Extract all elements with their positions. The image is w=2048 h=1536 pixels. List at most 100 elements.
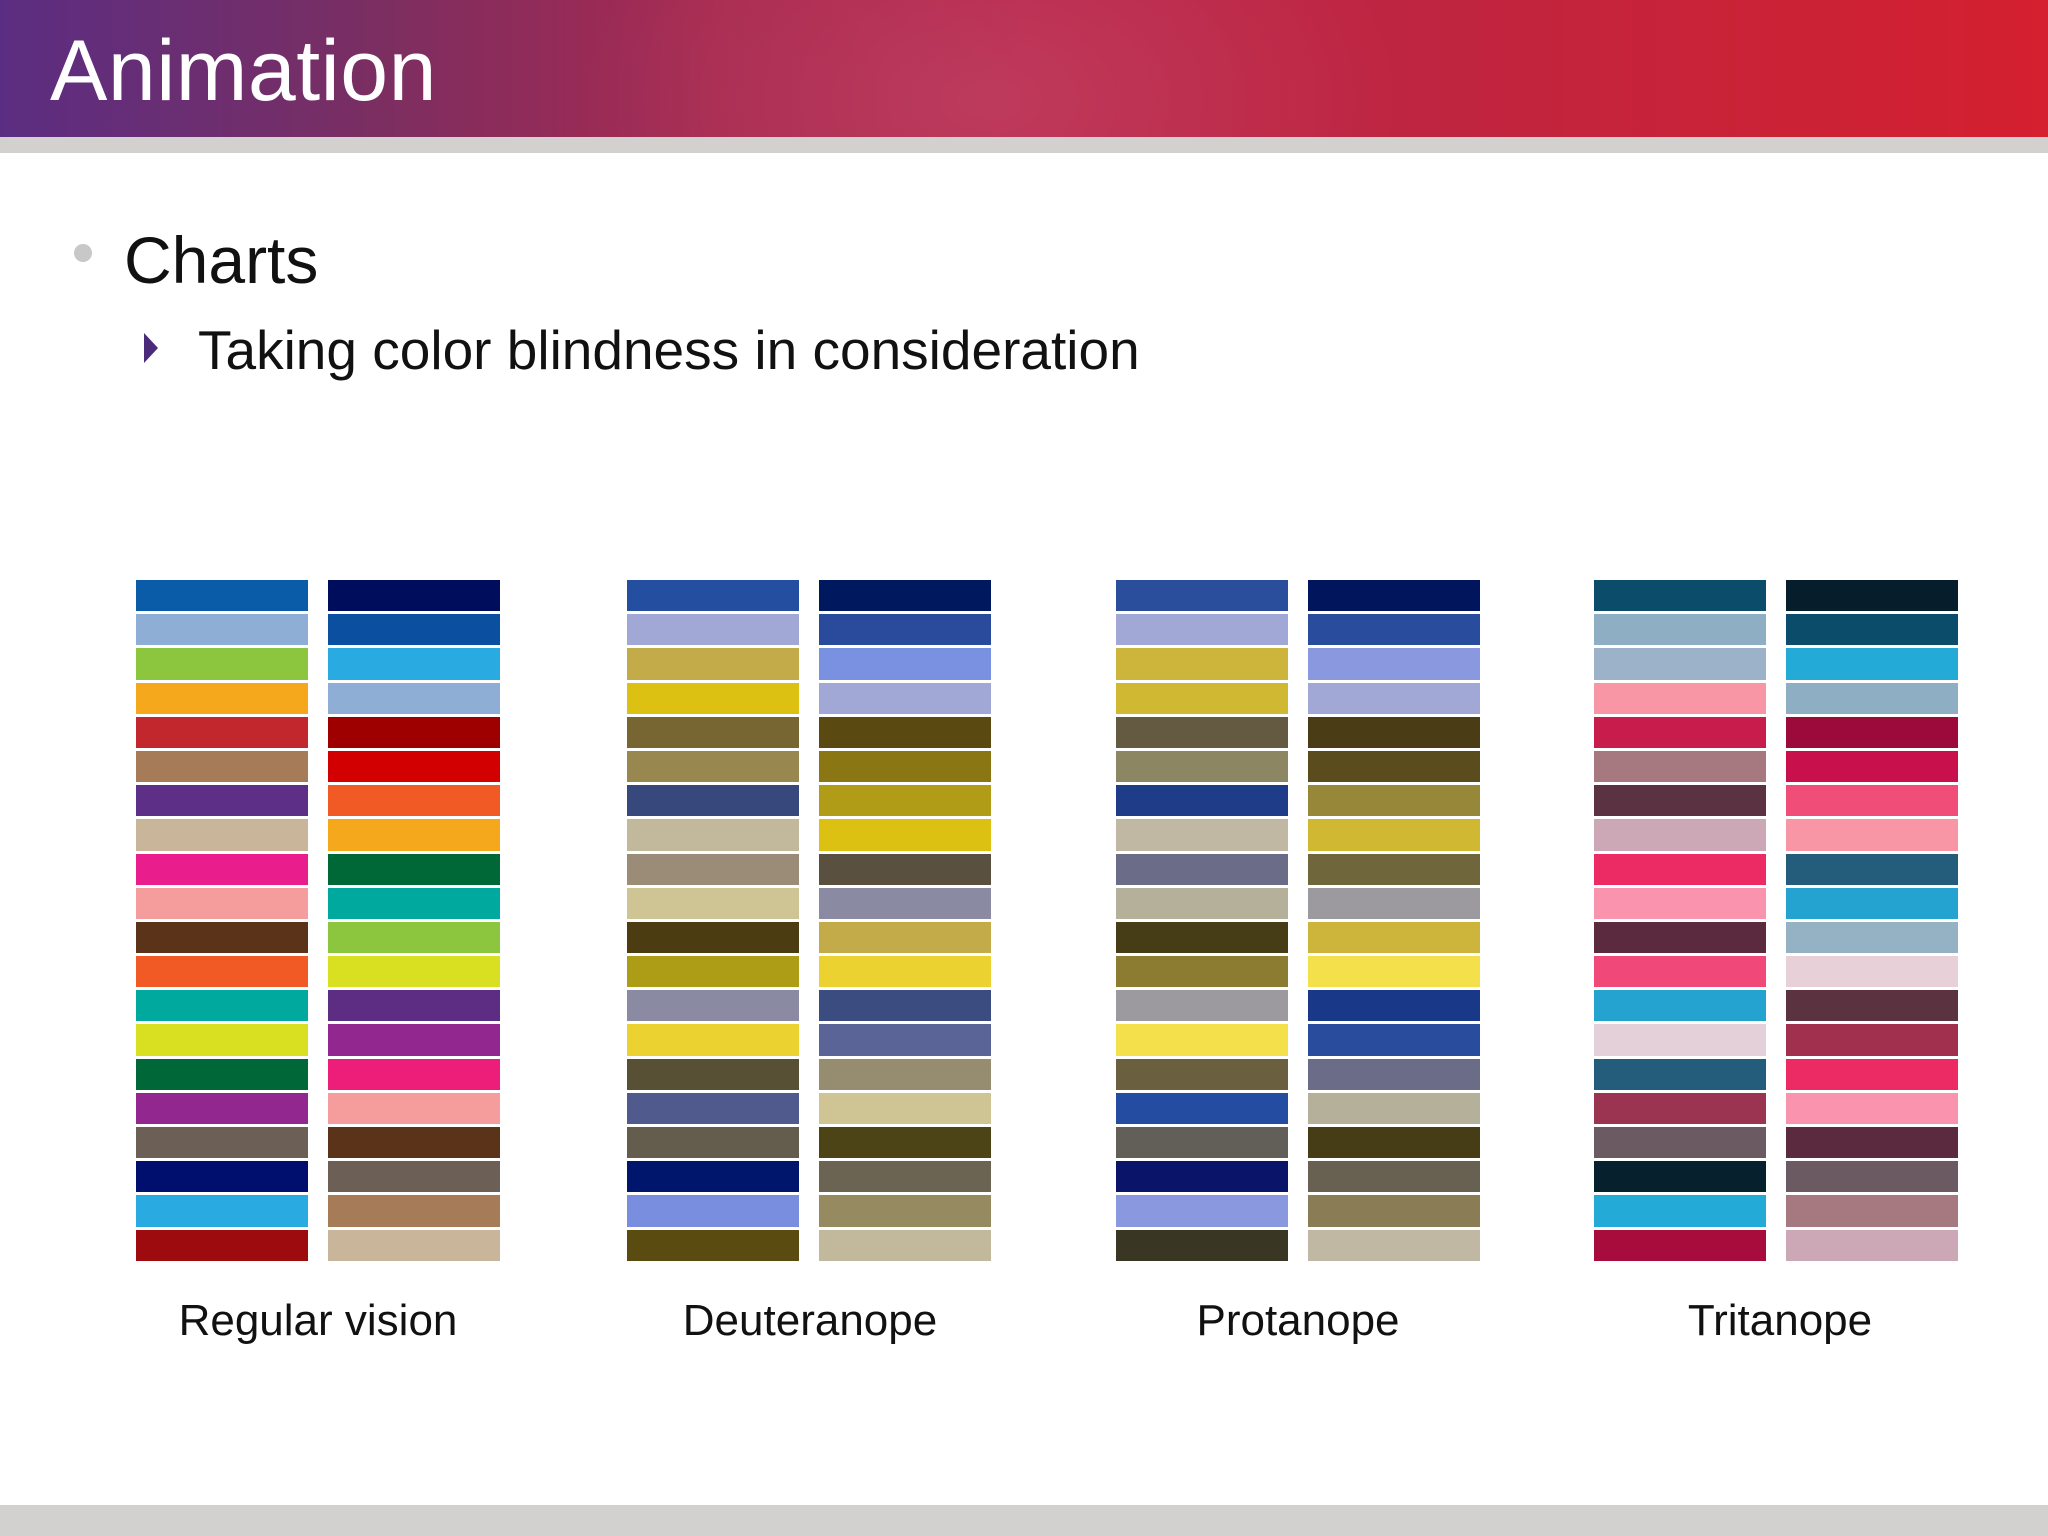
color-swatch xyxy=(136,682,308,714)
color-swatch xyxy=(627,580,799,612)
color-swatch xyxy=(819,819,991,851)
color-swatch xyxy=(1308,819,1480,851)
color-swatch xyxy=(1786,648,1958,680)
color-swatch xyxy=(136,614,308,646)
color-swatch xyxy=(1308,750,1480,783)
color-swatch xyxy=(1786,1058,1958,1090)
color-swatch xyxy=(1116,1058,1288,1090)
color-swatch xyxy=(627,1229,799,1261)
palette-column-right xyxy=(328,580,500,1264)
color-swatch xyxy=(1308,1058,1480,1090)
color-swatch xyxy=(1786,614,1958,646)
color-swatch xyxy=(328,750,500,783)
color-swatch xyxy=(1308,1024,1480,1056)
color-swatch xyxy=(627,716,799,748)
color-swatch xyxy=(328,580,500,612)
color-swatch xyxy=(328,1229,500,1261)
color-swatch xyxy=(136,956,308,988)
color-swatch xyxy=(819,1058,991,1090)
color-swatch xyxy=(136,1024,308,1056)
color-swatch xyxy=(328,819,500,851)
color-swatch xyxy=(1786,750,1958,783)
color-swatch xyxy=(1786,580,1958,612)
color-swatch xyxy=(627,1024,799,1056)
color-swatch xyxy=(819,785,991,817)
color-swatch xyxy=(1308,921,1480,954)
color-swatch xyxy=(1786,956,1958,988)
color-swatch xyxy=(1594,1092,1766,1124)
color-swatch xyxy=(819,956,991,988)
color-swatch xyxy=(1116,887,1288,919)
color-swatch xyxy=(819,716,991,748)
color-swatch xyxy=(1786,1127,1958,1159)
color-swatch xyxy=(136,1161,308,1193)
color-swatch xyxy=(136,1229,308,1261)
color-swatch xyxy=(1594,648,1766,680)
palette-tritanope xyxy=(1594,580,1964,1264)
color-swatch xyxy=(1786,1229,1958,1261)
color-swatch xyxy=(1786,921,1958,954)
color-swatch xyxy=(819,750,991,783)
color-swatch xyxy=(1116,1092,1288,1124)
color-swatch xyxy=(1308,990,1480,1022)
color-swatch xyxy=(627,1092,799,1124)
color-swatch xyxy=(1308,1161,1480,1193)
color-swatch xyxy=(328,682,500,714)
color-swatch xyxy=(1308,580,1480,612)
color-swatch xyxy=(1786,853,1958,885)
color-swatch xyxy=(627,853,799,885)
color-swatch xyxy=(627,921,799,954)
color-swatch xyxy=(1116,853,1288,885)
color-swatch xyxy=(819,1229,991,1261)
color-swatch xyxy=(627,750,799,783)
color-swatch xyxy=(1116,1195,1288,1227)
color-swatch xyxy=(1786,716,1958,748)
color-swatch xyxy=(1786,819,1958,851)
label-deuteranope: Deuteranope xyxy=(682,1296,938,1345)
color-swatch xyxy=(1116,614,1288,646)
color-swatch xyxy=(136,1092,308,1124)
color-swatch xyxy=(1308,1092,1480,1124)
color-swatch xyxy=(1594,614,1766,646)
color-swatch xyxy=(1786,990,1958,1022)
bullet-level1-text: Charts xyxy=(124,223,319,297)
slide-title: Animation xyxy=(50,23,437,119)
color-swatch xyxy=(1594,1195,1766,1227)
color-swatch xyxy=(627,1161,799,1193)
palette-column-right xyxy=(819,580,991,1264)
color-swatch xyxy=(1308,853,1480,885)
palette-deuteranope xyxy=(627,580,997,1264)
color-swatch xyxy=(1116,716,1288,748)
color-swatch xyxy=(328,990,500,1022)
color-swatch xyxy=(819,990,991,1022)
color-swatch xyxy=(328,716,500,748)
color-swatch xyxy=(1308,956,1480,988)
label-tritanope: Tritanope xyxy=(1687,1296,1873,1345)
color-swatch xyxy=(1308,1127,1480,1159)
color-swatch xyxy=(328,921,500,954)
color-swatch xyxy=(328,887,500,919)
color-swatch xyxy=(627,614,799,646)
color-swatch xyxy=(1116,648,1288,680)
color-swatch xyxy=(1308,887,1480,919)
color-swatch xyxy=(1594,785,1766,817)
color-swatch xyxy=(1594,990,1766,1022)
color-swatch xyxy=(136,1127,308,1159)
label-regular-vision: Regular vision xyxy=(178,1296,458,1345)
color-swatch xyxy=(328,1092,500,1124)
color-swatch xyxy=(136,990,308,1022)
color-swatch xyxy=(1786,887,1958,919)
color-swatch xyxy=(1116,682,1288,714)
color-swatch xyxy=(1594,1024,1766,1056)
color-swatch xyxy=(1786,682,1958,714)
color-swatch xyxy=(1594,853,1766,885)
color-swatch xyxy=(819,921,991,954)
color-swatch xyxy=(328,785,500,817)
color-swatch xyxy=(819,682,991,714)
color-swatch xyxy=(1786,1161,1958,1193)
color-swatch xyxy=(1594,1127,1766,1159)
color-swatch xyxy=(1116,750,1288,783)
color-swatch xyxy=(627,682,799,714)
color-swatch xyxy=(819,614,991,646)
color-swatch xyxy=(1594,887,1766,919)
